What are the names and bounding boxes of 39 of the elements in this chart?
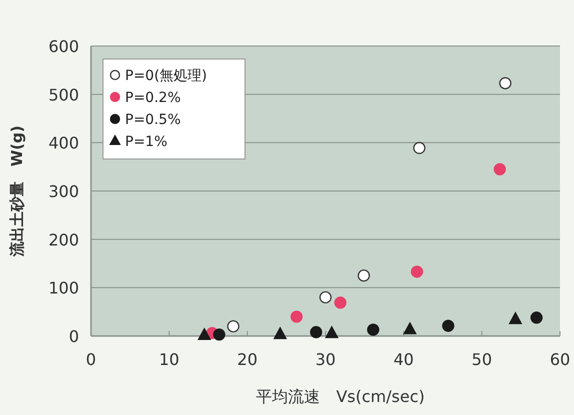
point — [499, 77, 512, 90]
legend-label: P=1% — [125, 134, 168, 150]
point — [494, 163, 506, 176]
x-tick-label: 0 — [86, 350, 96, 369]
point — [274, 327, 287, 340]
x-axis-title: 平均流速 Vs(cm/sec) — [256, 387, 425, 406]
x-tick-label: 30 — [315, 350, 336, 369]
point — [367, 324, 380, 336]
y-tick-label: 600 — [48, 37, 79, 56]
point — [290, 310, 303, 323]
x-tick-label: 50 — [472, 350, 492, 369]
y-tick-label: 300 — [48, 182, 79, 201]
y-tick-label: 500 — [48, 85, 79, 104]
y-tick-label: 0 — [68, 327, 79, 346]
point — [319, 291, 332, 304]
point — [442, 320, 454, 332]
legend-label: P=0(無処理) — [125, 68, 208, 84]
y-tick-label: 400 — [48, 134, 79, 153]
point — [227, 320, 240, 332]
point — [358, 269, 370, 282]
point — [334, 296, 346, 309]
point — [198, 328, 211, 340]
point — [410, 266, 424, 278]
y-axis-title: 流出土砂量 W(g) — [8, 126, 26, 258]
y-tick-label: 100 — [48, 278, 79, 298]
point — [213, 328, 226, 341]
legend-label: P=0.5% — [125, 112, 181, 128]
point — [403, 322, 416, 334]
x-tick-label: 60 — [550, 350, 570, 369]
point — [530, 312, 543, 324]
point — [325, 326, 338, 338]
point — [310, 326, 322, 338]
point — [508, 312, 522, 324]
y-tick-label: 200 — [48, 230, 79, 250]
x-tick-label: 20 — [237, 350, 258, 369]
x-tick-label: 10 — [158, 350, 180, 369]
x-tick-label: 40 — [393, 350, 414, 369]
point — [413, 142, 426, 154]
legend-label: P=0.2% — [125, 90, 181, 106]
